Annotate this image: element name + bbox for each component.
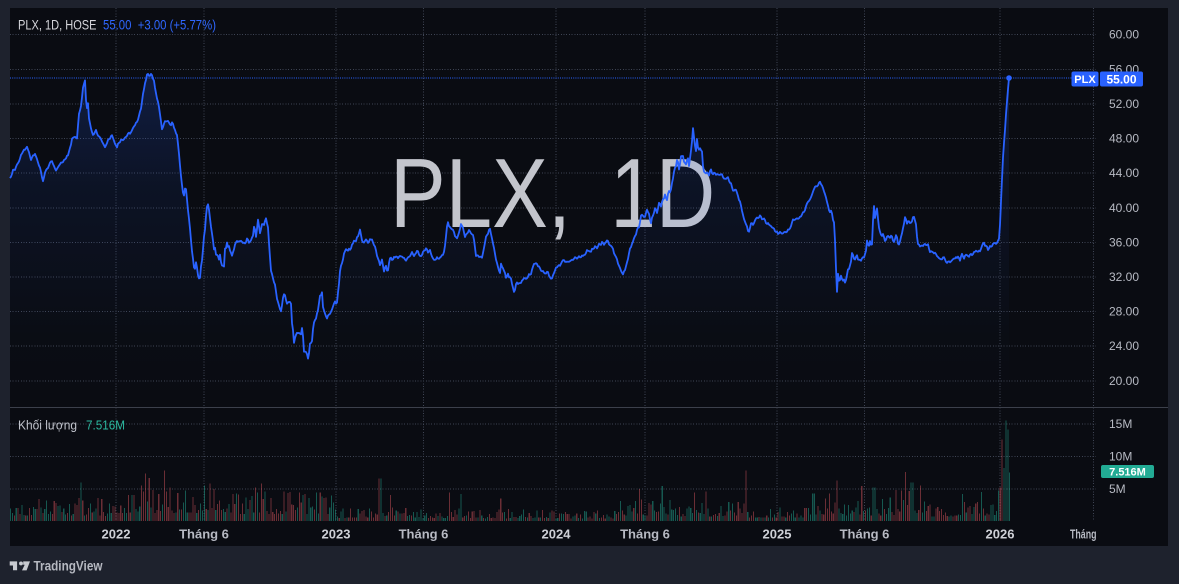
svg-text:52.00: 52.00 <box>1109 97 1139 111</box>
svg-text:PLX: PLX <box>1074 74 1096 86</box>
svg-text:10M: 10M <box>1109 450 1132 464</box>
svg-text:55.00: 55.00 <box>1106 73 1136 87</box>
svg-text:2024: 2024 <box>542 527 572 542</box>
svg-text:5M: 5M <box>1109 482 1126 496</box>
svg-text:Tháng 6: Tháng 6 <box>399 527 449 542</box>
svg-text:7.516M: 7.516M <box>86 418 125 433</box>
svg-text:2022: 2022 <box>102 527 131 542</box>
svg-text:60.00: 60.00 <box>1109 28 1139 42</box>
svg-text:24.00: 24.00 <box>1109 339 1139 353</box>
svg-text:2026: 2026 <box>986 527 1015 542</box>
svg-text:PLX, 1D, HOSE: PLX, 1D, HOSE <box>18 17 97 33</box>
svg-text:2025: 2025 <box>763 527 792 542</box>
svg-text:20.00: 20.00 <box>1109 374 1139 388</box>
svg-text:Tháng: Tháng <box>1070 527 1097 542</box>
svg-text:7.516M: 7.516M <box>1109 467 1146 479</box>
svg-text:TradingView: TradingView <box>34 558 103 574</box>
svg-text:48.00: 48.00 <box>1109 132 1139 146</box>
svg-text:15M: 15M <box>1109 417 1132 431</box>
svg-text:32.00: 32.00 <box>1109 270 1139 284</box>
svg-text:40.00: 40.00 <box>1109 201 1139 215</box>
svg-text:44.00: 44.00 <box>1109 166 1139 180</box>
svg-text:Khối lượng: Khối lượng <box>18 418 77 433</box>
svg-text:28.00: 28.00 <box>1109 305 1139 319</box>
svg-text:Tháng 6: Tháng 6 <box>179 527 229 542</box>
svg-text:55.00 +3.00 (+5.77%): 55.00 +3.00 (+5.77%) <box>103 17 216 33</box>
svg-text:Tháng 6: Tháng 6 <box>620 527 670 542</box>
svg-text:PLX,: PLX, <box>390 138 571 248</box>
svg-text:36.00: 36.00 <box>1109 235 1139 249</box>
svg-text:Tháng 6: Tháng 6 <box>840 527 890 542</box>
svg-text:2023: 2023 <box>322 527 351 542</box>
